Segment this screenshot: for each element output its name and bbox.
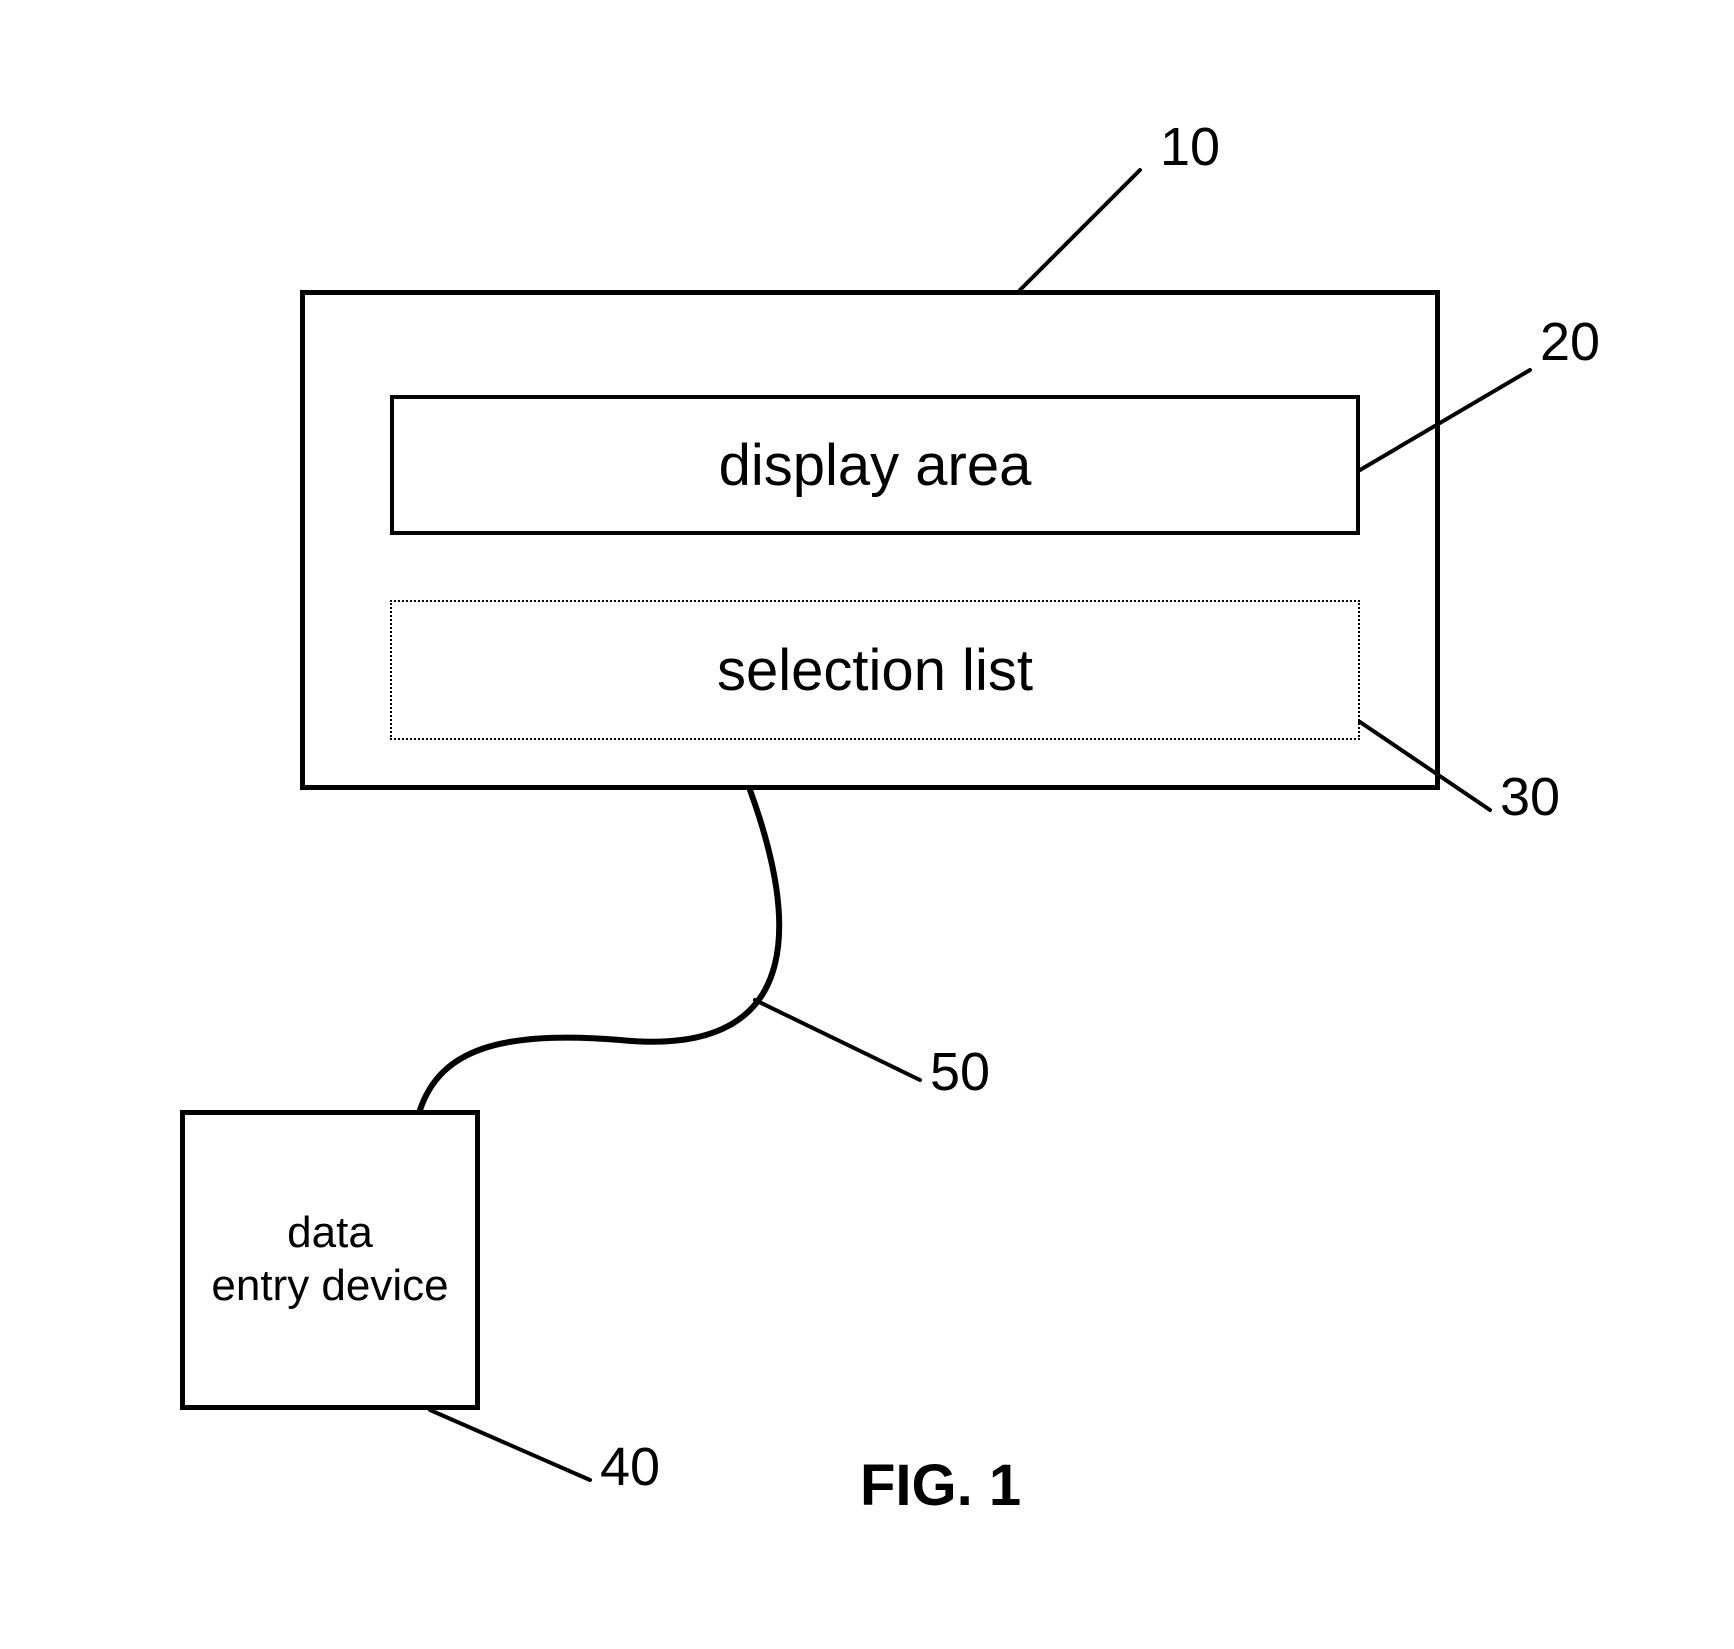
leader-40 bbox=[430, 1410, 590, 1480]
data-entry-device-box: data entry device bbox=[180, 1110, 480, 1410]
leader-10 bbox=[1020, 170, 1140, 290]
display-area-box: display area bbox=[390, 395, 1360, 535]
data-entry-device-label-line1: data bbox=[287, 1208, 373, 1257]
reference-10: 10 bbox=[1160, 116, 1220, 178]
data-entry-device-label: data entry device bbox=[211, 1207, 448, 1313]
reference-30: 30 bbox=[1500, 766, 1560, 828]
connector-cable bbox=[420, 790, 779, 1110]
diagram-stage: display area selection list data entry d… bbox=[0, 0, 1734, 1649]
leader-50 bbox=[755, 1000, 920, 1080]
display-area-label: display area bbox=[719, 432, 1032, 499]
reference-50: 50 bbox=[930, 1041, 990, 1103]
selection-list-box: selection list bbox=[390, 600, 1360, 740]
reference-20: 20 bbox=[1540, 311, 1600, 373]
figure-caption: FIG. 1 bbox=[860, 1452, 1021, 1519]
reference-40: 40 bbox=[600, 1436, 660, 1498]
selection-list-label: selection list bbox=[717, 637, 1033, 704]
data-entry-device-label-line2: entry device bbox=[211, 1261, 448, 1310]
